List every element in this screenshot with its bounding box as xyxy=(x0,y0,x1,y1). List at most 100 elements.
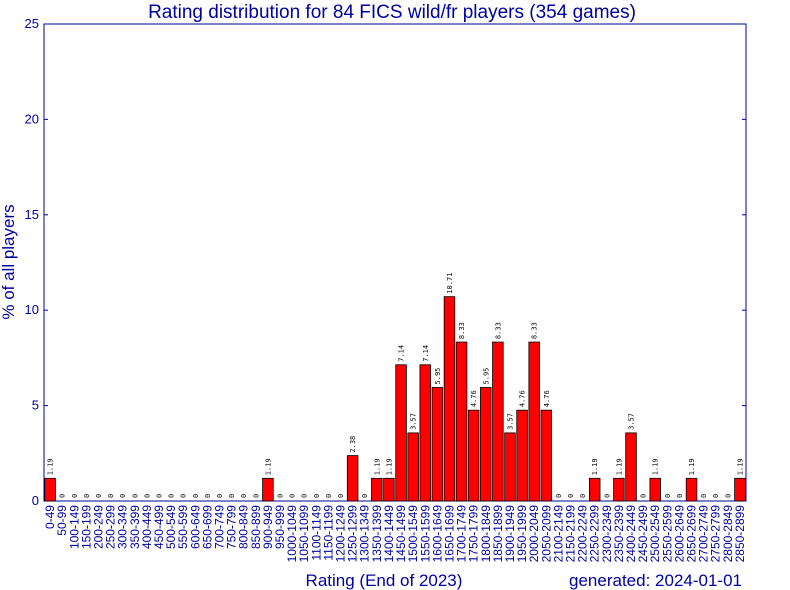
data-label: 3.57 xyxy=(506,413,514,430)
data-label: 0 xyxy=(107,494,115,498)
y-tick-label: 10 xyxy=(25,302,39,317)
bar xyxy=(734,477,746,502)
data-label: 4.76 xyxy=(470,390,478,407)
x-tick-label: 1450-1499 xyxy=(394,505,408,563)
x-tick-label: 300-349 xyxy=(116,505,130,549)
x-axis: 0-4950-99100-149150-199200-249250-299300… xyxy=(43,505,747,563)
y-tick-label: 15 xyxy=(25,207,39,222)
data-label: 2.38 xyxy=(349,436,357,453)
y-axis-label: % of all players xyxy=(0,204,18,319)
data-label: 0 xyxy=(71,494,79,498)
bar xyxy=(685,477,698,502)
data-label: 4.76 xyxy=(519,390,527,407)
x-tick-label: 50-99 xyxy=(55,505,69,536)
bar xyxy=(262,477,274,502)
x-tick-label: 1650-1699 xyxy=(442,505,456,563)
data-label: 0 xyxy=(168,494,176,498)
x-tick-label: 2850-2899 xyxy=(733,505,747,563)
bar xyxy=(383,477,395,502)
data-label: 0 xyxy=(131,494,139,498)
x-tick-label: 1100-1149 xyxy=(309,505,323,561)
data-label: 10.71 xyxy=(446,273,454,294)
x-tick-label: 2350-2399 xyxy=(612,505,626,563)
bar xyxy=(540,409,553,502)
bars: 1.190 0 0 0 0 0 0 0 0 0 0 0 0 0 0 0 01.190 0 0 0 0 02.3801.19… xyxy=(44,273,746,502)
data-label: 0 xyxy=(216,494,224,498)
bar xyxy=(528,341,540,502)
data-label: 0 xyxy=(325,494,333,498)
bar xyxy=(649,477,661,502)
data-label: 0 xyxy=(143,494,151,498)
x-tick-label: 1550-1599 xyxy=(418,505,432,563)
data-label: 0 xyxy=(579,494,587,498)
data-label: 0 xyxy=(712,494,720,498)
x-tick-label: 2050-2099 xyxy=(539,505,553,563)
chart-title: Rating distribution for 84 FICS wild/fr … xyxy=(148,2,636,23)
data-label: 0 xyxy=(180,494,188,498)
data-label: 4.76 xyxy=(543,390,551,407)
data-label: 8.33 xyxy=(531,322,539,339)
data-label: 7.14 xyxy=(398,345,406,362)
x-tick-label: 250-299 xyxy=(104,505,118,549)
bar xyxy=(480,387,492,502)
x-tick-label: 1800-1849 xyxy=(479,505,493,563)
bar xyxy=(455,341,468,502)
data-label: 1.19 xyxy=(591,458,599,475)
data-label: 0 xyxy=(119,494,127,498)
data-label: 0 xyxy=(192,494,200,498)
data-label: 0 xyxy=(95,494,103,498)
generated-date: generated: 2024-01-01 xyxy=(569,571,742,590)
x-tick-label: 0-49 xyxy=(43,505,57,529)
x-tick-label: 650-699 xyxy=(200,505,214,549)
x-tick-label: 2700-2749 xyxy=(697,505,711,563)
data-label: 1.19 xyxy=(47,458,55,475)
x-tick-label: 2000-2049 xyxy=(527,505,541,563)
bar xyxy=(44,477,56,502)
data-label: 0 xyxy=(252,494,260,498)
bar xyxy=(346,455,359,502)
x-tick-label: 2600-2649 xyxy=(672,505,686,563)
x-tick-label: 1500-1549 xyxy=(406,505,420,563)
data-label: 3.57 xyxy=(628,413,636,430)
x-tick-label: 2550-2599 xyxy=(660,505,674,563)
y-tick-label: 0 xyxy=(32,493,39,508)
x-tick-label: 850-899 xyxy=(249,505,263,549)
x-tick-label: 500-549 xyxy=(164,505,178,549)
x-tick-label: 200-249 xyxy=(91,505,105,549)
plot-frame xyxy=(43,23,747,502)
data-label: 1.19 xyxy=(688,458,696,475)
bar xyxy=(407,432,419,502)
data-label: 1.19 xyxy=(736,458,744,475)
x-tick-label: 900-949 xyxy=(261,505,275,549)
x-tick-label: 700-749 xyxy=(213,505,227,549)
data-label: 0 xyxy=(228,494,236,498)
data-label: 0 xyxy=(700,494,708,498)
data-label: 0 xyxy=(240,494,248,498)
x-tick-label: 350-399 xyxy=(128,505,142,549)
data-label: 0 xyxy=(337,494,345,498)
x-tick-label: 2200-2249 xyxy=(576,505,590,563)
data-label: 0 xyxy=(59,494,67,498)
x-tick-label: 2800-2849 xyxy=(721,505,735,563)
data-label: 0 xyxy=(289,494,297,498)
data-label: 5.95 xyxy=(482,368,490,385)
x-tick-label: 550-599 xyxy=(176,505,190,549)
x-tick-label: 1850-1899 xyxy=(491,505,505,563)
data-label: 1.19 xyxy=(615,458,623,475)
data-label: 0 xyxy=(555,494,563,498)
x-tick-label: 1600-1649 xyxy=(430,505,444,563)
y-axis: 0 5 10 15 20 25 xyxy=(25,16,746,508)
bar xyxy=(431,387,444,502)
data-label: 0 xyxy=(640,494,648,498)
x-tick-label: 2100-2149 xyxy=(551,505,565,563)
x-tick-label: 2650-2699 xyxy=(685,505,699,563)
x-tick-label: 2150-2199 xyxy=(564,505,578,563)
x-tick-label: 400-449 xyxy=(140,505,154,549)
data-label: 0 xyxy=(301,494,309,498)
data-label: 5.95 xyxy=(434,368,442,385)
x-tick-label: 1250-1299 xyxy=(346,505,360,563)
data-label: 0 xyxy=(277,494,285,498)
bar xyxy=(395,364,407,502)
x-tick-label: 150-199 xyxy=(79,505,93,549)
